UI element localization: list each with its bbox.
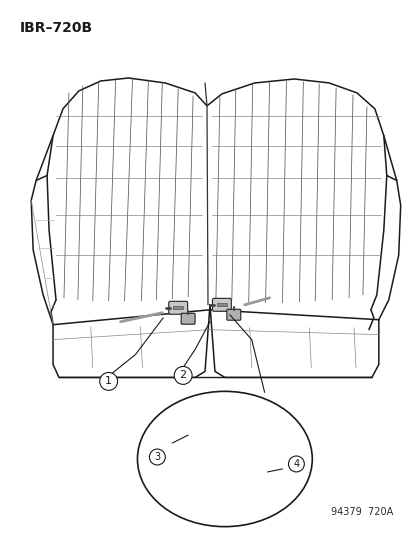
- Bar: [173, 306, 183, 309]
- FancyBboxPatch shape: [181, 313, 195, 324]
- Ellipse shape: [137, 391, 311, 527]
- Text: IBR–720B: IBR–720B: [19, 21, 92, 35]
- Text: 4: 4: [293, 459, 299, 469]
- Circle shape: [288, 456, 304, 472]
- Text: 94379  720A: 94379 720A: [331, 507, 393, 516]
- Text: 2: 2: [179, 370, 186, 381]
- Text: 3: 3: [154, 452, 160, 462]
- FancyBboxPatch shape: [226, 309, 240, 320]
- Circle shape: [100, 373, 117, 390]
- Circle shape: [174, 367, 192, 384]
- Text: 1: 1: [105, 376, 112, 386]
- FancyBboxPatch shape: [169, 301, 187, 314]
- Bar: [216, 303, 226, 306]
- FancyBboxPatch shape: [212, 298, 231, 311]
- Circle shape: [149, 449, 165, 465]
